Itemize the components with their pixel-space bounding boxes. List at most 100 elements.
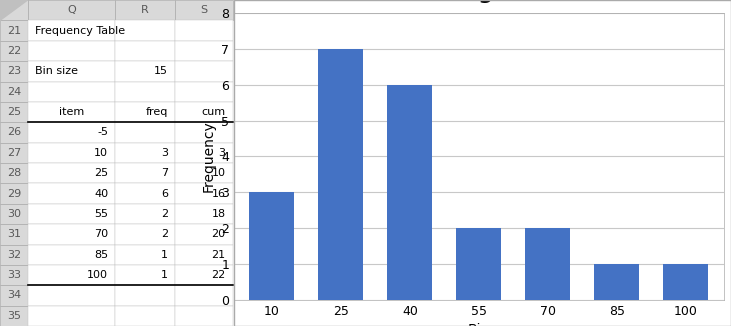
Text: 1: 1 bbox=[161, 270, 168, 280]
Text: R: R bbox=[141, 5, 149, 15]
Bar bbox=[0, 306, 28, 326]
Text: Frequency Table: Frequency Table bbox=[34, 25, 125, 36]
Bar bbox=[115, 102, 175, 122]
Text: 24: 24 bbox=[7, 87, 21, 97]
Bar bbox=[175, 163, 232, 183]
Bar bbox=[28, 41, 115, 61]
Bar bbox=[594, 264, 639, 300]
Text: 33: 33 bbox=[7, 270, 20, 280]
Y-axis label: Frequency: Frequency bbox=[202, 121, 216, 192]
Bar bbox=[28, 82, 115, 102]
Bar bbox=[175, 61, 232, 82]
Bar bbox=[0, 102, 28, 122]
Text: 22: 22 bbox=[7, 46, 21, 56]
Bar bbox=[28, 306, 115, 326]
Text: 27: 27 bbox=[7, 148, 21, 158]
Bar bbox=[28, 204, 115, 224]
Bar bbox=[115, 41, 175, 61]
Bar bbox=[115, 183, 175, 204]
Bar bbox=[115, 143, 175, 163]
Bar bbox=[175, 143, 232, 163]
Text: 28: 28 bbox=[7, 168, 21, 178]
Bar bbox=[175, 41, 232, 61]
Bar bbox=[28, 224, 115, 244]
Bar bbox=[175, 20, 232, 41]
Bar bbox=[0, 224, 28, 244]
Text: 29: 29 bbox=[7, 188, 21, 199]
X-axis label: Bin: Bin bbox=[468, 323, 490, 326]
Text: 31: 31 bbox=[7, 229, 20, 239]
Bar bbox=[175, 82, 232, 102]
Bar bbox=[0, 204, 28, 224]
Bar bbox=[0, 41, 28, 61]
Bar bbox=[175, 183, 232, 204]
Text: 21: 21 bbox=[7, 25, 21, 36]
Bar bbox=[115, 61, 175, 82]
Text: 20: 20 bbox=[211, 229, 226, 239]
Polygon shape bbox=[0, 0, 28, 20]
Bar bbox=[0, 163, 28, 183]
Text: 10: 10 bbox=[212, 168, 226, 178]
Bar bbox=[175, 0, 232, 20]
Text: 18: 18 bbox=[211, 209, 226, 219]
Text: Bin size: Bin size bbox=[34, 66, 77, 76]
Bar bbox=[28, 20, 115, 41]
Text: 16: 16 bbox=[212, 188, 226, 199]
Text: 40: 40 bbox=[94, 188, 108, 199]
Bar bbox=[663, 264, 708, 300]
Text: 6: 6 bbox=[161, 188, 168, 199]
Bar bbox=[115, 306, 175, 326]
Text: cum: cum bbox=[202, 107, 226, 117]
Text: 26: 26 bbox=[7, 127, 21, 138]
Bar bbox=[28, 122, 115, 143]
Bar bbox=[28, 0, 115, 20]
Text: 70: 70 bbox=[94, 229, 108, 239]
Bar bbox=[175, 122, 232, 143]
Bar bbox=[0, 183, 28, 204]
Bar bbox=[28, 244, 115, 265]
Bar bbox=[0, 82, 28, 102]
Bar bbox=[28, 163, 115, 183]
Bar bbox=[175, 204, 232, 224]
Text: 32: 32 bbox=[7, 250, 21, 260]
Text: 30: 30 bbox=[7, 209, 20, 219]
Text: 22: 22 bbox=[211, 270, 226, 280]
Bar bbox=[175, 102, 232, 122]
Bar bbox=[115, 0, 175, 20]
Bar bbox=[526, 228, 570, 300]
Bar bbox=[115, 265, 175, 285]
Bar bbox=[0, 20, 28, 41]
Bar bbox=[0, 61, 28, 82]
Bar bbox=[387, 85, 432, 300]
Bar bbox=[115, 204, 175, 224]
Text: 10: 10 bbox=[94, 148, 108, 158]
Bar bbox=[28, 285, 115, 306]
Text: 25: 25 bbox=[7, 107, 21, 117]
Bar bbox=[0, 265, 28, 285]
Bar bbox=[28, 143, 115, 163]
Text: 85: 85 bbox=[94, 250, 108, 260]
Text: 100: 100 bbox=[87, 270, 108, 280]
Text: 2: 2 bbox=[161, 229, 168, 239]
Text: freq: freq bbox=[145, 107, 168, 117]
Bar bbox=[175, 265, 232, 285]
Bar bbox=[0, 244, 28, 265]
Bar bbox=[28, 61, 115, 82]
Bar bbox=[115, 20, 175, 41]
Bar bbox=[115, 122, 175, 143]
Bar bbox=[28, 102, 115, 122]
Bar bbox=[0, 143, 28, 163]
Bar bbox=[115, 163, 175, 183]
Text: 7: 7 bbox=[161, 168, 168, 178]
Bar bbox=[0, 0, 28, 20]
Text: 3: 3 bbox=[161, 148, 168, 158]
Text: 55: 55 bbox=[94, 209, 108, 219]
Text: 34: 34 bbox=[7, 290, 21, 301]
Text: Q: Q bbox=[67, 5, 76, 15]
Text: 3: 3 bbox=[219, 148, 226, 158]
Bar bbox=[0, 122, 28, 143]
Text: 23: 23 bbox=[7, 66, 21, 76]
Title: Histogram: Histogram bbox=[417, 0, 540, 3]
Text: 35: 35 bbox=[7, 311, 20, 321]
Bar bbox=[175, 285, 232, 306]
